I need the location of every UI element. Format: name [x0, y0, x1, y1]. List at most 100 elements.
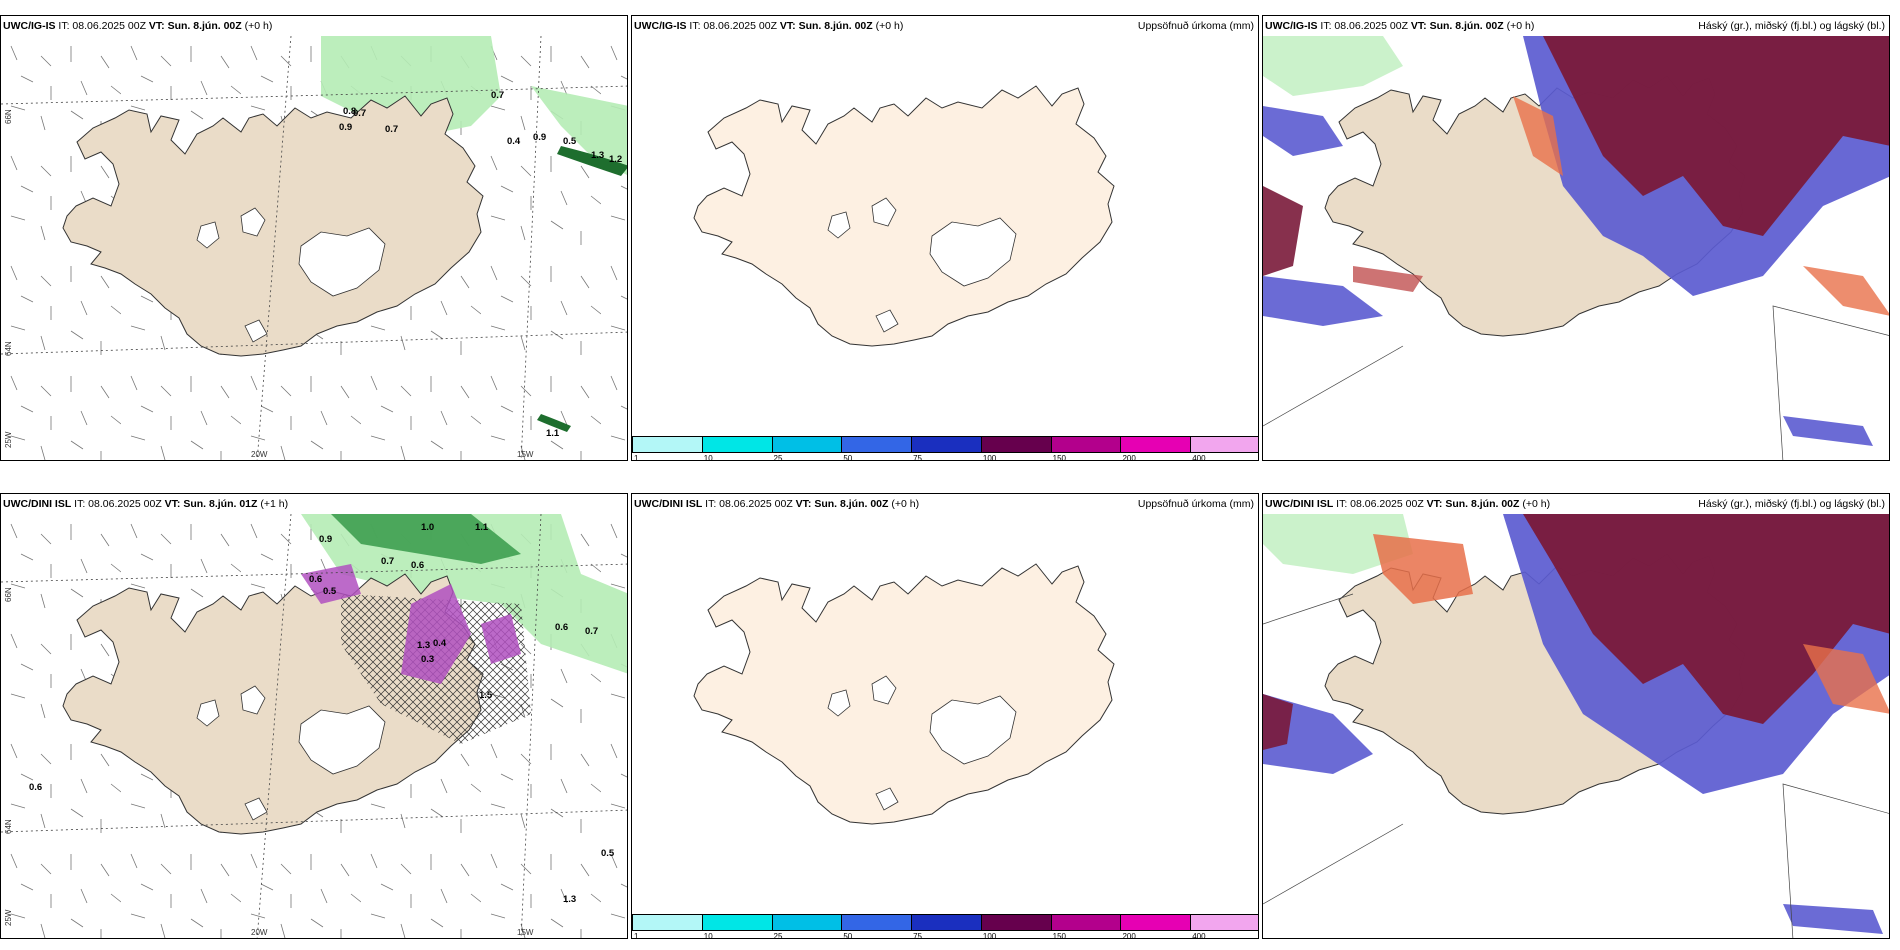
precip-value: 0.6 — [555, 622, 569, 633]
precip-value: 1.3 — [417, 640, 431, 651]
map-canvas — [693, 85, 1115, 347]
precip-value: 0.6 — [309, 574, 323, 585]
map-canvas — [1, 514, 627, 938]
colorbar-swatch — [771, 914, 843, 931]
cloud-cover-map — [1263, 514, 1889, 938]
panel-title: UWC/DINI ISL IT: 08.06.2025 00Z VT: Sun.… — [3, 498, 288, 510]
colorbar-swatch — [632, 436, 703, 453]
low-cloud-area — [1263, 36, 1403, 96]
precip-value: 0.3 — [421, 654, 435, 665]
precip-value: 1.3 — [563, 894, 577, 905]
panel-bottom-mid: UWC/DINI ISL IT: 08.06.2025 00Z VT: Sun.… — [631, 493, 1259, 939]
precip-value: 0.7 — [353, 108, 367, 119]
lon-label: 15W — [517, 928, 534, 937]
precip-core — [331, 514, 521, 564]
precip-value: 0.7 — [381, 556, 395, 567]
colorbar-tick: 150 — [1052, 454, 1067, 461]
precip-value: 1.1 — [475, 522, 489, 533]
init-time: IT: 08.06.2025 00Z — [58, 20, 146, 32]
colorbar-swatch — [701, 436, 773, 453]
field-label: Háský (gr.), miðský (fj.bl.) og lágský (… — [1698, 20, 1885, 32]
graticule — [1, 514, 627, 938]
colorbar-tick: 400 — [1192, 932, 1206, 939]
low-cloud-area — [1353, 266, 1423, 292]
model-name: UWC/DINI ISL — [1265, 498, 1334, 510]
lat-label: 64N — [4, 341, 13, 356]
snow-area — [401, 584, 471, 684]
model-name: UWC/IG-IS — [634, 20, 687, 32]
iceland-land — [693, 85, 1115, 347]
colorbar-swatch — [911, 914, 982, 931]
precip-value: 1.5 — [479, 690, 493, 701]
lon-label: 15W — [517, 450, 534, 459]
colorbar-swatch — [1050, 436, 1122, 453]
colorbar-tick: 200 — [1122, 932, 1136, 939]
low-cloud-area — [1263, 514, 1413, 574]
low-cloud-area — [1803, 644, 1889, 714]
valid-time: VT: Sun. 8.jún. 00Z — [795, 498, 889, 510]
lead-time: (+1 h) — [260, 498, 289, 510]
precip-value: 0.8 — [343, 106, 357, 117]
colorbar-tick: 1 — [634, 932, 639, 939]
field-label: Háský (gr.), miðský (fj.bl.) og lágský (… — [1698, 498, 1885, 510]
valid-time: VT: Sun. 8.jún. 01Z — [164, 498, 258, 510]
colorbar-swatch — [632, 914, 703, 931]
low-cloud-area — [1803, 266, 1889, 316]
boundary-lines — [1263, 305, 1889, 460]
precip-colorbar: 1 10 25 50 75 100 150 200 400 — [632, 906, 1258, 939]
colorbar-swatch — [1190, 914, 1258, 931]
lead-time: (+0 h) — [244, 20, 273, 32]
precip-value: 0.7 — [585, 626, 599, 637]
accumulated-precip-map — [632, 36, 1258, 428]
panel-title: UWC/IG-IS IT: 08.06.2025 00Z VT: Sun. 8.… — [1265, 20, 1534, 32]
precip-value: 0.5 — [323, 586, 337, 597]
model-name: UWC/DINI ISL — [634, 498, 703, 510]
lat-label: 66N — [4, 587, 13, 602]
lead-time: (+0 h) — [875, 20, 904, 32]
low-cloud-area — [1373, 534, 1473, 604]
lead-time: (+0 h) — [1506, 20, 1535, 32]
colorbar-swatch — [771, 436, 843, 453]
map-canvas — [1263, 514, 1889, 938]
model-name: UWC/IG-IS — [1265, 20, 1318, 32]
high-cloud-area — [1543, 36, 1889, 236]
model-name: UWC/IG-IS — [3, 20, 56, 32]
init-time: IT: 08.06.2025 00Z — [1320, 20, 1408, 32]
panel-top-mid: UWC/IG-IS IT: 08.06.2025 00Z VT: Sun. 8.… — [631, 15, 1259, 461]
snow-area — [301, 564, 361, 604]
lat-label: 66N — [4, 109, 13, 124]
colorbar-tick: 75 — [913, 932, 923, 939]
colorbar-swatch — [1190, 436, 1258, 453]
lead-time: (+0 h) — [891, 498, 920, 510]
lon-label: 20W — [251, 450, 268, 459]
precip-value: 0.6 — [411, 560, 425, 571]
panel-bottom-right: UWC/DINI ISL IT: 08.06.2025 00Z VT: Sun.… — [1262, 493, 1890, 939]
precip-area — [531, 86, 627, 175]
field-label: Uppsöfnuð úrkoma (mm) — [1137, 20, 1254, 32]
colorbar-swatch — [1120, 436, 1192, 453]
colorbar-swatch — [980, 436, 1052, 453]
init-time: IT: 08.06.2025 00Z — [1336, 498, 1424, 510]
colorbar-swatch — [701, 914, 773, 931]
accumulated-precip-map — [632, 514, 1258, 906]
precip-value: 0.9 — [533, 132, 547, 143]
high-cloud-area — [1263, 694, 1293, 750]
boundary-lines — [1263, 593, 1889, 938]
map-canvas — [1263, 36, 1889, 460]
panel-title: UWC/DINI ISL IT: 08.06.2025 00Z VT: Sun.… — [634, 498, 919, 510]
precip-value: 1.1 — [546, 428, 560, 439]
init-time: IT: 08.06.2025 00Z — [705, 498, 793, 510]
colorbar-swatch — [1050, 914, 1122, 931]
panel-top-left: UWC/IG-IS IT: 08.06.2025 00Z VT: Sun. 8.… — [0, 15, 628, 461]
high-cloud-area — [1263, 186, 1303, 276]
colorbar-swatch — [1120, 914, 1192, 931]
colorbar-swatch — [841, 436, 913, 453]
precip-value: 0.7 — [385, 124, 399, 135]
precip-value: 0.4 — [433, 638, 447, 649]
valid-time: VT: Sun. 8.jún. 00Z — [148, 20, 242, 32]
lon-label: 20W — [251, 928, 268, 937]
colorbar-tick: 50 — [843, 932, 853, 939]
colorbar-tick: 10 — [703, 932, 713, 939]
panel-title: UWC/IG-IS IT: 08.06.2025 00Z VT: Sun. 8.… — [634, 20, 903, 32]
mid-cloud-area — [1263, 276, 1383, 326]
